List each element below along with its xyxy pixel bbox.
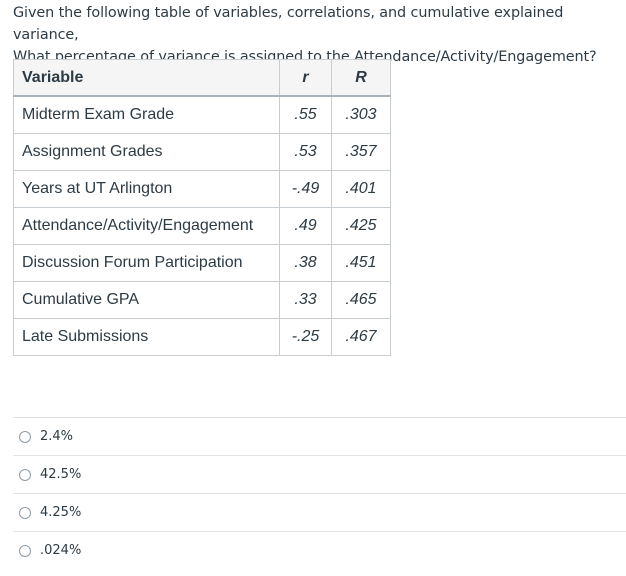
table-row: Midterm Exam Grade .55 .303 [13, 95, 391, 134]
radio-button[interactable] [19, 468, 31, 481]
radio-button[interactable] [19, 430, 31, 443]
cell-r: .53 [279, 133, 332, 171]
cell-r: .55 [279, 95, 332, 134]
table-header-row: Variable r R [13, 59, 391, 97]
table-row: Years at UT Arlington -.49 .401 [13, 170, 391, 208]
answer-option[interactable]: 2.4% [13, 417, 626, 455]
cell-R: .467 [331, 318, 391, 356]
cell-variable: Assignment Grades [13, 133, 280, 171]
table-row: Discussion Forum Participation .38 .451 [13, 244, 391, 282]
cell-R: .465 [331, 281, 391, 319]
cell-variable: Midterm Exam Grade [13, 95, 280, 134]
cell-R: .425 [331, 207, 391, 245]
table-row: Assignment Grades .53 .357 [13, 133, 391, 171]
header-R: R [331, 59, 391, 97]
cell-R: .401 [331, 170, 391, 208]
answer-label: 4.25% [40, 505, 82, 520]
variables-table: Variable r R Midterm Exam Grade .55 .303… [13, 59, 391, 356]
answer-label: 2.4% [40, 429, 74, 444]
answer-option[interactable]: 4.25% [13, 493, 626, 531]
cell-variable: Years at UT Arlington [13, 170, 280, 208]
table-row: Attendance/Activity/Engagement .49 .425 [13, 207, 391, 245]
answer-label: .024% [40, 543, 82, 558]
cell-r: -.25 [279, 318, 332, 356]
cell-variable: Cumulative GPA [13, 281, 280, 319]
cell-variable: Attendance/Activity/Engagement [13, 207, 280, 245]
cell-r: .49 [279, 207, 332, 245]
radio-button[interactable] [19, 506, 31, 519]
header-variable: Variable [13, 59, 280, 97]
cell-variable: Discussion Forum Participation [13, 244, 280, 282]
table-row: Late Submissions -.25 .467 [13, 318, 391, 356]
cell-R: .451 [331, 244, 391, 282]
radio-button[interactable] [19, 544, 31, 557]
table-row: Cumulative GPA .33 .465 [13, 281, 391, 319]
answer-option[interactable]: 42.5% [13, 455, 626, 493]
answer-label: 42.5% [40, 467, 82, 482]
question-line-1: Given the following table of variables, … [13, 5, 564, 43]
cell-r: .38 [279, 244, 332, 282]
cell-R: .303 [331, 95, 391, 134]
cell-R: .357 [331, 133, 391, 171]
cell-variable: Late Submissions [13, 318, 280, 356]
cell-r: -.49 [279, 170, 332, 208]
answer-options: 2.4% 42.5% 4.25% .024% [13, 417, 626, 569]
answer-option[interactable]: .024% [13, 531, 626, 569]
cell-r: .33 [279, 281, 332, 319]
header-r: r [279, 59, 332, 97]
